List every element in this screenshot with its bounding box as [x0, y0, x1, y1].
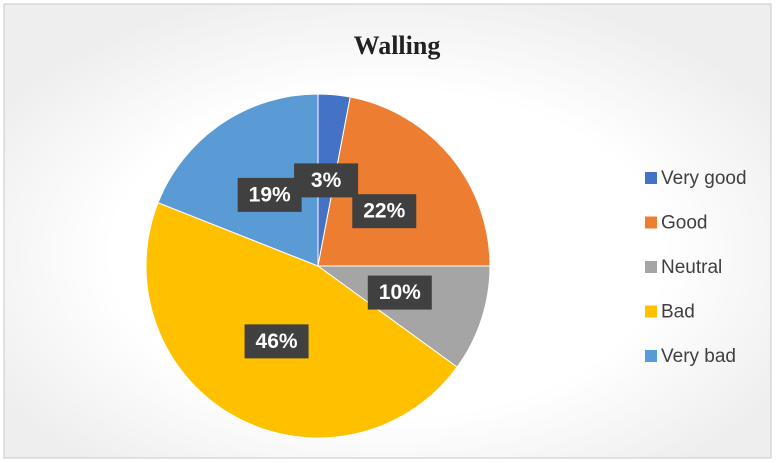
legend-swatch	[645, 216, 657, 229]
data-label: 3%	[311, 169, 342, 192]
pie-slice	[316, 265, 491, 368]
data-label: 22%	[363, 200, 405, 223]
data-label: 19%	[249, 183, 291, 206]
data-label-box	[367, 275, 432, 310]
data-label: 10%	[379, 281, 421, 304]
legend-label: Neutral	[661, 257, 722, 278]
data-label-box	[244, 324, 309, 359]
legend-label: Bad	[661, 302, 695, 323]
pie-slice	[145, 202, 458, 439]
legend-swatch	[645, 350, 657, 362]
legend-swatch	[645, 261, 657, 273]
legend-swatch	[645, 305, 657, 318]
chart-title: Walling	[354, 31, 441, 60]
data-label-box	[294, 163, 359, 198]
data-label-box	[237, 177, 302, 212]
data-label-box	[352, 194, 417, 229]
legend-label: Very good	[661, 168, 747, 189]
data-label: 46%	[256, 330, 298, 353]
legend-label: Good	[661, 213, 707, 234]
legend-swatch	[645, 172, 657, 184]
legend-label: Very bad	[661, 346, 736, 367]
